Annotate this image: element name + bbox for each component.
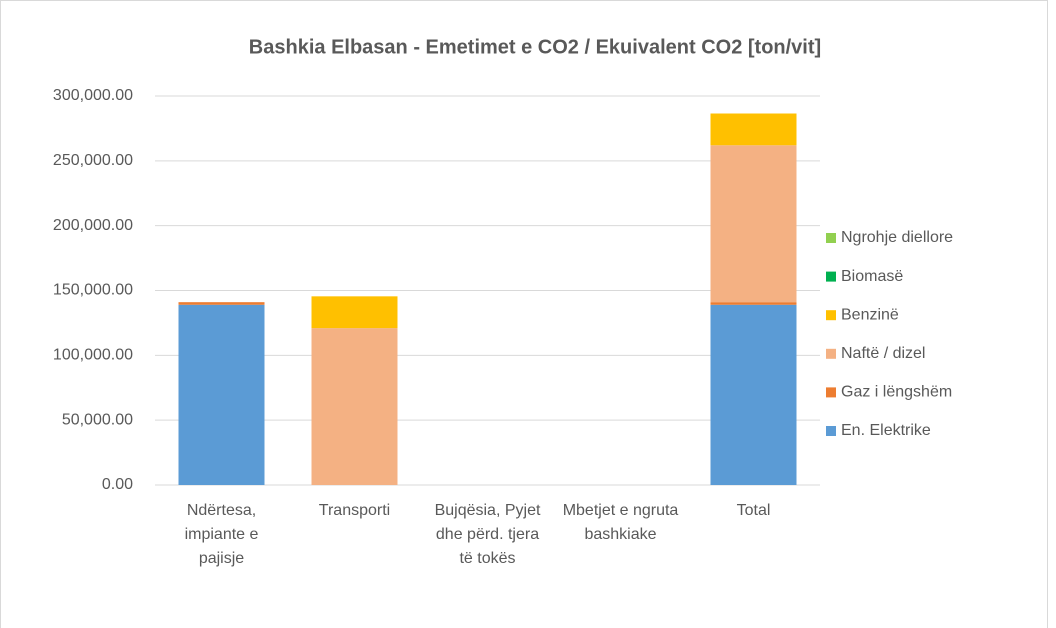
legend-swatch — [826, 310, 836, 321]
legend-swatch — [826, 233, 836, 243]
bar-segment — [178, 304, 265, 485]
y-tick-label: 0.00 — [102, 476, 133, 493]
bar-segment — [710, 113, 797, 146]
x-tick-label: Bujqësia, Pyjet dhe përd. tjera të tokës — [434, 502, 541, 567]
bar-segment — [710, 145, 797, 303]
chart-title: Bashkia Elbasan - Emetimet e CO2 / Ekuiv… — [249, 36, 821, 58]
bar-segment — [710, 302, 797, 305]
y-tick-label: 150,000.00 — [53, 282, 133, 299]
x-tick-label: Transporti — [318, 502, 391, 519]
x-tick-label: Total — [736, 502, 771, 519]
legend-swatch — [826, 426, 836, 436]
legend-label: Naftë / dizel — [841, 345, 925, 362]
bar-segment — [178, 302, 265, 305]
bar-segment — [311, 296, 398, 329]
y-tick-label: 100,000.00 — [53, 347, 133, 364]
y-tick-label: 50,000.00 — [62, 411, 133, 428]
x-tick-label: Ndërtesa, impiante e pajisje — [184, 502, 259, 567]
legend-label: Benzinë — [841, 306, 899, 323]
y-tick-label: 250,000.00 — [53, 152, 133, 169]
bar-segment — [311, 328, 398, 485]
legend-swatch — [826, 387, 836, 398]
legend-swatch — [826, 271, 836, 282]
bar-segment — [710, 304, 797, 485]
y-tick-label: 200,000.00 — [53, 217, 133, 234]
legend-swatch — [826, 348, 836, 359]
legend-label: En. Elektrike — [841, 422, 931, 439]
x-tick-label: Mbetjet e ngruta bashkiake — [562, 502, 679, 543]
legend-label: Ngrohje diellore — [841, 229, 953, 246]
y-tick-label: 300,000.00 — [53, 87, 133, 104]
legend-label: Biomasë — [841, 268, 903, 285]
legend-label: Gaz i lëngshëm — [841, 384, 952, 401]
